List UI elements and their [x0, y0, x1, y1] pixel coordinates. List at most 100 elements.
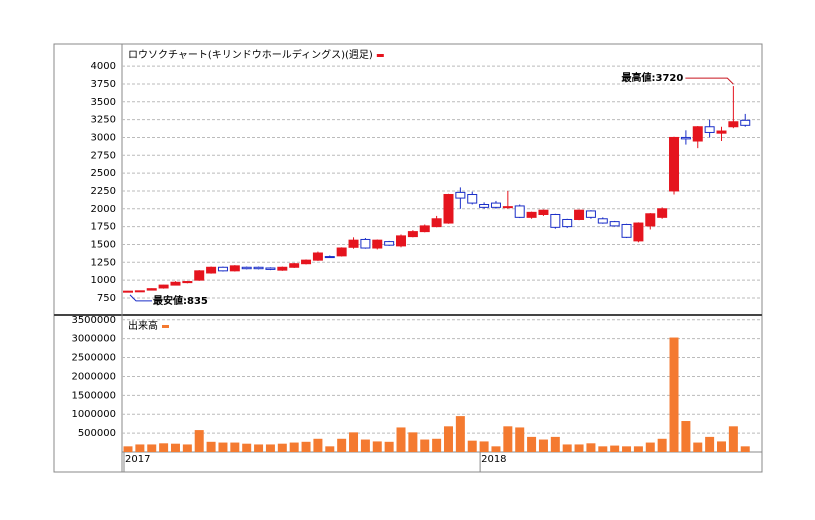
- bar: [135, 444, 145, 452]
- bar: [159, 443, 169, 452]
- bar: [693, 442, 703, 452]
- candle-body: [301, 259, 312, 265]
- candle-body: [182, 281, 193, 284]
- bar: [728, 426, 738, 452]
- bar: [705, 436, 715, 452]
- annotation-arrow: [129, 294, 152, 302]
- candle-body: [384, 241, 395, 246]
- bar: [455, 416, 465, 452]
- candle-body: [348, 239, 359, 248]
- y-tick-label: 3500: [91, 97, 116, 108]
- bar: [301, 441, 311, 452]
- candle-body: [206, 266, 217, 274]
- y-tick-label: 3000000: [71, 334, 116, 345]
- candle-body: [502, 206, 513, 209]
- volume-legend: 出来高: [128, 319, 158, 332]
- candle-body: [740, 119, 751, 126]
- y-tick-label: 1000000: [71, 409, 116, 420]
- x-tick-label: 2018: [481, 454, 506, 465]
- candle-body: [455, 191, 466, 199]
- candle-body: [123, 290, 133, 293]
- bar: [349, 432, 359, 452]
- candle-body: [194, 270, 205, 281]
- bar: [527, 436, 537, 452]
- candle-body: [443, 194, 454, 224]
- annotation: 最安値:835: [153, 294, 208, 307]
- bar: [242, 443, 252, 452]
- bar: [277, 443, 287, 452]
- bar: [479, 441, 489, 452]
- bar: [254, 444, 264, 452]
- annotation: 最高値:3720: [622, 71, 684, 84]
- bar: [598, 446, 608, 452]
- candle-body: [716, 130, 727, 134]
- bar: [230, 442, 240, 452]
- candle-body: [146, 288, 157, 291]
- candle-body: [680, 136, 691, 140]
- bar: [622, 446, 632, 452]
- candle-body: [479, 204, 490, 208]
- candle-body: [645, 213, 656, 227]
- candle-body: [490, 202, 501, 208]
- candle-body: [419, 225, 430, 233]
- y-tick-label: 1250: [91, 257, 116, 268]
- bar: [218, 442, 228, 452]
- y-tick-label: 1750: [91, 222, 116, 233]
- y-tick-label: 2500000: [71, 353, 116, 364]
- legend-swatch: [376, 54, 384, 57]
- bar: [717, 441, 726, 452]
- candle-body: [692, 126, 703, 142]
- candle-body: [574, 209, 585, 220]
- candle-body: [170, 281, 181, 286]
- bar: [432, 438, 442, 452]
- candle-body: [229, 265, 240, 272]
- bar: [610, 445, 620, 452]
- bar: [550, 436, 560, 452]
- candle-body: [336, 247, 347, 257]
- candle-body: [526, 211, 537, 218]
- candle-body: [514, 205, 525, 218]
- bar: [182, 444, 192, 452]
- price-legend: ロウソクチャート(キリンドウホールディングス)(週足): [128, 48, 373, 61]
- y-tick-label: 2500: [91, 168, 116, 179]
- bar: [574, 444, 584, 452]
- candle-body: [360, 238, 371, 249]
- y-tick-label: 2250: [91, 186, 116, 197]
- candle-body: [609, 221, 620, 227]
- bar: [408, 432, 418, 452]
- y-tick-label: 3000: [91, 132, 116, 143]
- candle-body: [217, 266, 228, 272]
- candle-body: [633, 222, 644, 242]
- candle-body: [407, 231, 418, 238]
- bar: [515, 427, 525, 452]
- bar: [123, 446, 133, 452]
- candle-body: [562, 218, 573, 228]
- bar: [170, 443, 180, 452]
- y-tick-label: 2000: [91, 204, 116, 215]
- legend-swatch: [162, 325, 169, 328]
- candle-body: [134, 290, 145, 293]
- bar: [147, 444, 157, 452]
- candle-body: [550, 213, 561, 228]
- candle-body: [585, 210, 596, 218]
- bar: [681, 421, 691, 452]
- candle-body: [277, 266, 288, 271]
- candle-body: [431, 218, 442, 228]
- bar: [538, 439, 548, 452]
- bar: [384, 441, 394, 452]
- candle-body: [467, 194, 478, 204]
- candle-body: [396, 235, 407, 247]
- bar: [669, 337, 679, 452]
- y-tick-label: 3500000: [71, 315, 116, 326]
- y-tick-label: 1000: [91, 275, 116, 286]
- y-tick-label: 1500: [91, 239, 116, 250]
- y-tick-label: 3750: [91, 79, 116, 90]
- bar: [289, 442, 299, 452]
- candle-body: [669, 136, 680, 192]
- candle-body: [158, 284, 169, 289]
- y-tick-label: 500000: [78, 428, 116, 439]
- bar: [420, 439, 430, 452]
- bar: [337, 438, 347, 452]
- candle-body: [265, 267, 276, 270]
